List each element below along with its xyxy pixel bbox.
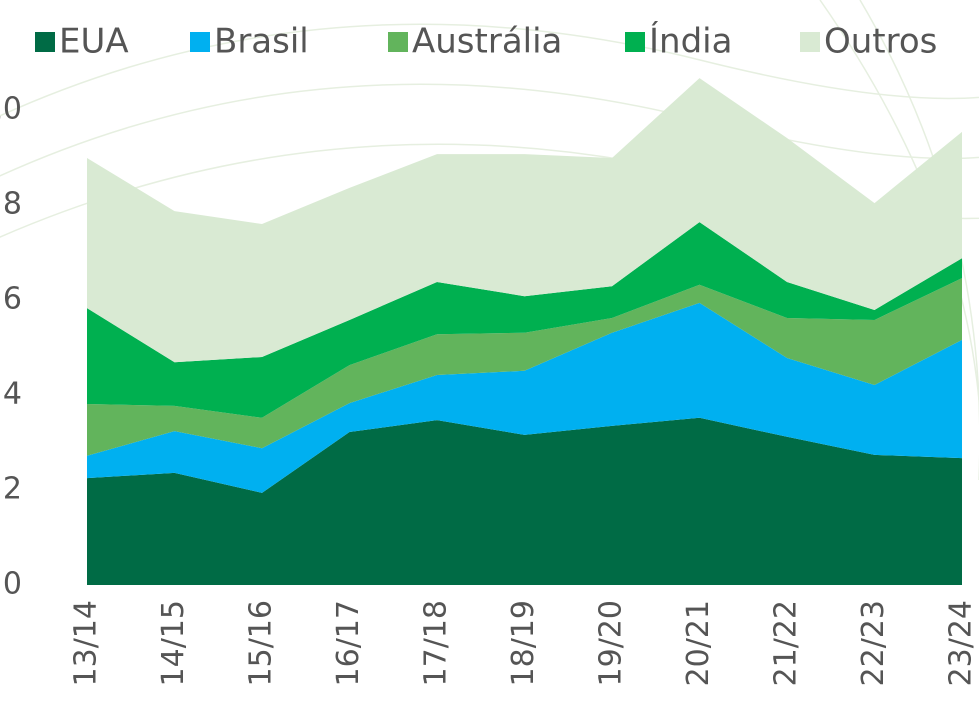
legend-swatch: [35, 32, 55, 52]
legend-swatch: [190, 32, 210, 52]
x-tick-label: 22/23: [856, 600, 891, 686]
y-tick-label: 6: [3, 282, 22, 317]
x-tick-label: 14/15: [156, 600, 191, 686]
legend-label: EUA: [59, 22, 129, 62]
x-tick-label: 13/14: [69, 600, 104, 686]
y-tick-label: 4: [3, 377, 22, 412]
x-tick-label: 18/19: [506, 600, 541, 686]
legend-label: Austrália: [412, 22, 562, 62]
x-tick-label: 19/20: [594, 600, 629, 686]
legend-swatch: [388, 32, 408, 52]
y-tick-label: 10: [0, 92, 22, 127]
y-tick-label: 0: [3, 567, 22, 602]
x-tick-label: 17/18: [419, 600, 454, 686]
legend-label: Brasil: [214, 22, 309, 62]
legend-label: Índia: [649, 21, 732, 62]
legend-swatch: [625, 32, 645, 52]
x-tick-label: 15/16: [244, 600, 279, 686]
legend-swatch: [800, 32, 820, 52]
x-tick-label: 16/17: [331, 600, 366, 686]
x-tick-label: 21/22: [769, 600, 804, 686]
x-tick-label: 23/24: [944, 600, 979, 686]
y-tick-label: 8: [3, 187, 22, 222]
chart: 0 2 4 6 8 10 13/14 14/15 15/16 16/17 17/18 18/19 19/…: [0, 0, 979, 705]
y-tick-label: 2: [3, 472, 22, 507]
x-tick-label: 20/21: [681, 600, 716, 686]
legend-label: Outros: [824, 22, 937, 62]
